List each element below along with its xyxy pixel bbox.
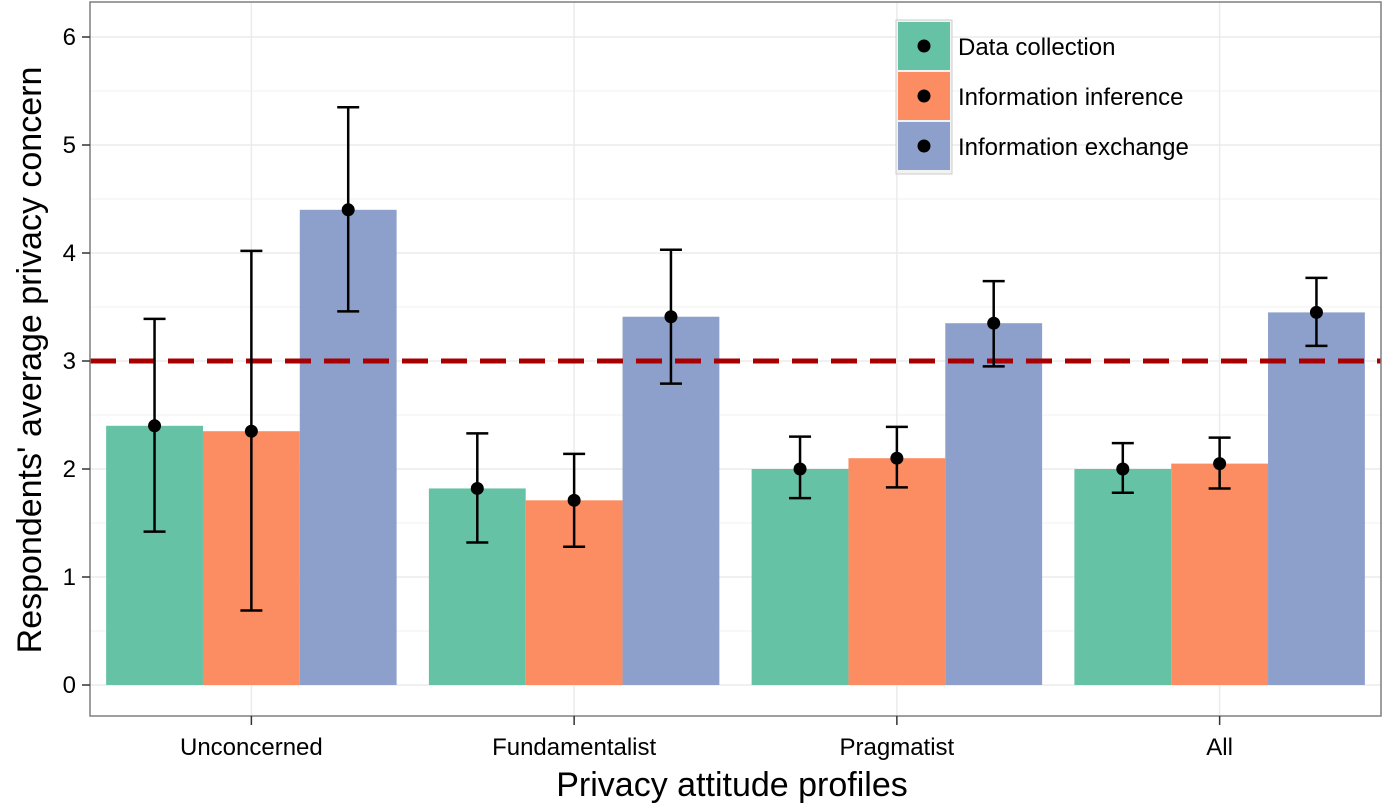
bar <box>945 323 1043 685</box>
legend-point <box>917 89 931 103</box>
bar <box>1171 463 1269 685</box>
bar <box>751 469 849 685</box>
legend-point <box>917 39 931 53</box>
error-bars <box>143 105 1328 612</box>
x-tick-label: All <box>1206 734 1233 761</box>
y-tick-label: 3 <box>63 348 76 375</box>
y-tick-label: 0 <box>63 672 76 699</box>
legend-label: Information inference <box>958 84 1183 111</box>
legend-label: Information exchange <box>958 134 1189 161</box>
panel-border <box>89 1 1382 717</box>
mean-point <box>244 424 258 438</box>
legend: Data collection Information inference Info… <box>895 19 1189 175</box>
bars <box>106 209 1365 686</box>
y-tick-label: 6 <box>63 24 76 51</box>
legend-point <box>917 139 931 153</box>
mean-point <box>987 316 1001 330</box>
y-tick-label: 4 <box>63 240 76 267</box>
x-tick-label: Fundamentalist <box>492 734 656 761</box>
bar <box>848 458 946 685</box>
mean-point <box>470 481 484 495</box>
bar <box>1074 469 1172 685</box>
x-axis-title: Privacy attitude profiles <box>556 766 908 804</box>
axes: 0 1 2 3 4 5 6 Unconcerned Fundamentalist Pragmati… <box>63 24 1233 761</box>
mean-point <box>148 419 162 433</box>
bar <box>1268 312 1365 685</box>
mean-point <box>341 203 355 217</box>
mean-point <box>793 462 807 476</box>
mean-point <box>664 310 678 324</box>
mean-point <box>1213 457 1227 471</box>
mean-point <box>567 493 581 507</box>
mean-point <box>1309 305 1323 319</box>
x-tick-label: Pragmatist <box>840 734 955 761</box>
mean-point <box>1116 462 1130 476</box>
y-tick-label: 5 <box>63 132 76 159</box>
x-tick-label: Unconcerned <box>180 734 323 761</box>
y-tick-label: 1 <box>63 564 76 591</box>
legend-label: Data collection <box>958 34 1115 61</box>
y-axis-title: Respondents' average privacy concern <box>11 67 49 654</box>
mean-point <box>890 451 904 465</box>
y-tick-label: 2 <box>63 456 76 483</box>
